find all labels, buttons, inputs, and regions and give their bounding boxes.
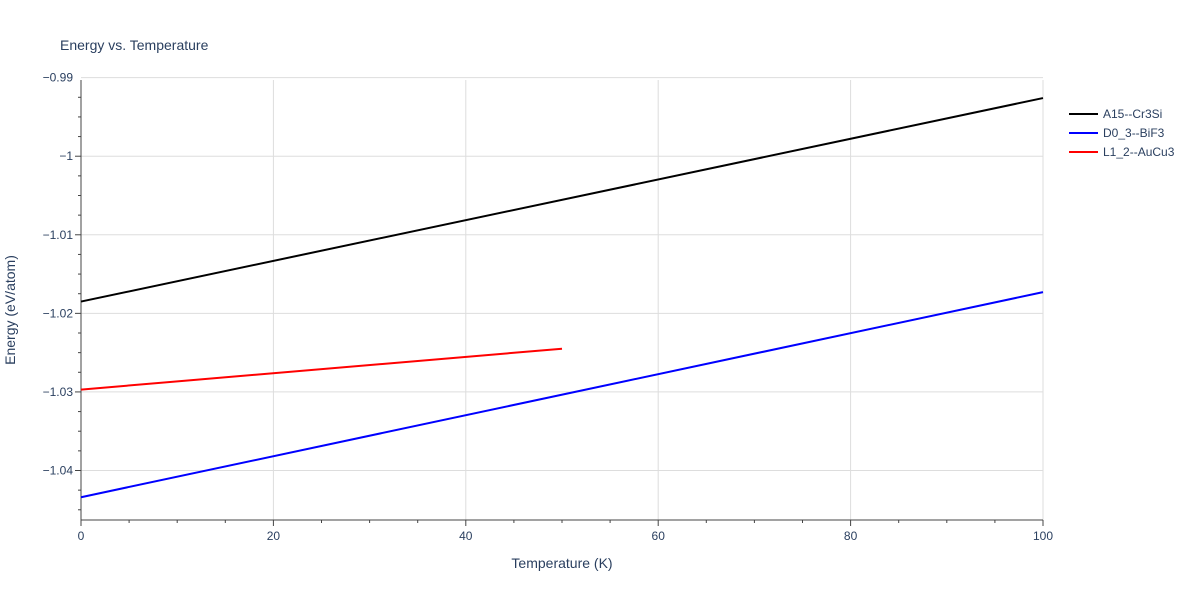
series-line-2 [80,291,1044,499]
x-axis-title: Temperature (K) [511,555,612,571]
legend-label: A15--Cr3Si [1103,107,1162,121]
axes: 0 20 40 60 80 100 −1.04 −1.03 −1.02 −1.01 −1 −0.99 [43,71,1054,543]
series-line-3 [80,347,563,391]
y-axis-title: Energy (eV/atom) [2,255,18,365]
chart-title: Energy vs. Temperature [60,37,209,53]
legend-label: D0_3--BiF3 [1103,126,1165,140]
y-tick-label: −1.02 [43,306,74,320]
x-tick-label: 100 [1033,529,1053,543]
x-tick-label: 0 [78,529,85,543]
legend: A15--Cr3Si D0_3--BiF3 L1_2--AuCu3 [1069,107,1175,159]
y-tick-label: −1.03 [43,385,74,399]
x-tick-label: 80 [844,529,858,543]
y-tick-label: −1.01 [43,228,74,242]
x-tick-label: 60 [652,529,666,543]
x-tick-label: 20 [267,529,281,543]
y-tick-label: −0.99 [43,71,74,85]
series-line-1 [80,97,1044,303]
y-tick-label: −1 [59,149,73,163]
x-tick-label: 40 [459,529,473,543]
legend-label: L1_2--AuCu3 [1103,145,1175,159]
grid [81,77,1044,520]
series-lines [80,97,1044,499]
y-tick-label: −1.04 [43,464,74,478]
